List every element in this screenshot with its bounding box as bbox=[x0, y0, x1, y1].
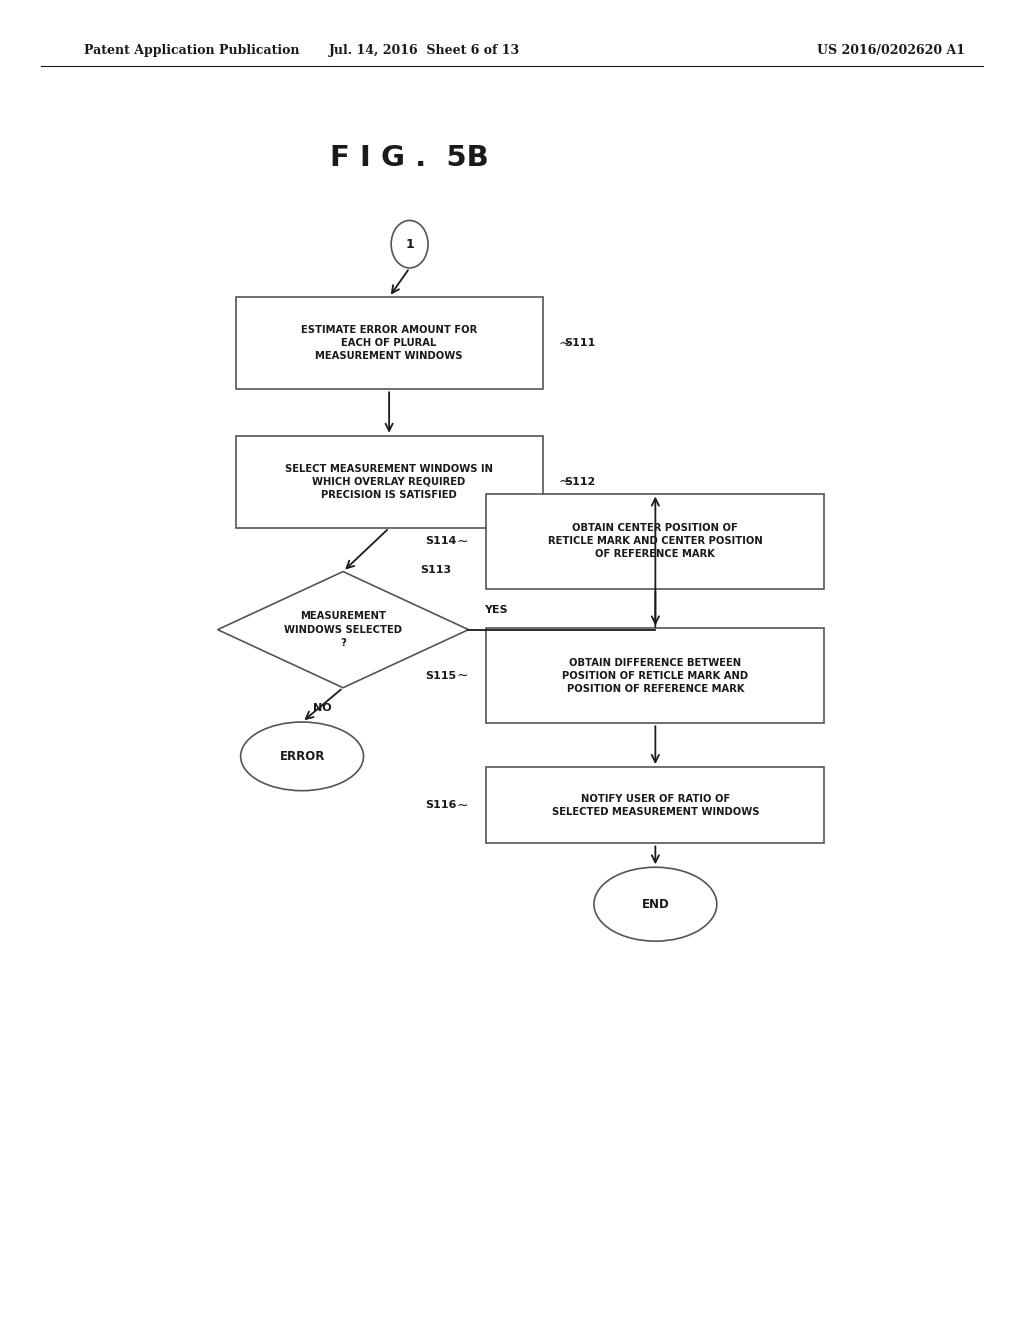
Text: S114: S114 bbox=[425, 536, 457, 546]
FancyBboxPatch shape bbox=[486, 767, 824, 843]
Text: 1: 1 bbox=[406, 238, 414, 251]
Text: ESTIMATE ERROR AMOUNT FOR
EACH OF PLURAL
MEASUREMENT WINDOWS: ESTIMATE ERROR AMOUNT FOR EACH OF PLURAL… bbox=[301, 325, 477, 362]
Text: END: END bbox=[641, 898, 670, 911]
Text: SELECT MEASUREMENT WINDOWS IN
WHICH OVERLAY REQUIRED
PRECISION IS SATISFIED: SELECT MEASUREMENT WINDOWS IN WHICH OVER… bbox=[285, 463, 494, 500]
Text: ~: ~ bbox=[558, 475, 569, 488]
Text: OBTAIN DIFFERENCE BETWEEN
POSITION OF RETICLE MARK AND
POSITION OF REFERENCE MAR: OBTAIN DIFFERENCE BETWEEN POSITION OF RE… bbox=[562, 657, 749, 694]
Text: NO: NO bbox=[313, 702, 332, 713]
Text: OBTAIN CENTER POSITION OF
RETICLE MARK AND CENTER POSITION
OF REFERENCE MARK: OBTAIN CENTER POSITION OF RETICLE MARK A… bbox=[548, 523, 763, 560]
Ellipse shape bbox=[241, 722, 364, 791]
Text: S112: S112 bbox=[564, 477, 596, 487]
FancyBboxPatch shape bbox=[486, 628, 824, 723]
Text: ~: ~ bbox=[457, 535, 468, 548]
Text: ERROR: ERROR bbox=[280, 750, 325, 763]
Text: NOTIFY USER OF RATIO OF
SELECTED MEASUREMENT WINDOWS: NOTIFY USER OF RATIO OF SELECTED MEASURE… bbox=[552, 793, 759, 817]
Text: US 2016/0202620 A1: US 2016/0202620 A1 bbox=[817, 44, 965, 57]
Text: MEASUREMENT
WINDOWS SELECTED
?: MEASUREMENT WINDOWS SELECTED ? bbox=[284, 611, 402, 648]
Text: ~: ~ bbox=[558, 337, 569, 350]
Text: S111: S111 bbox=[564, 338, 596, 348]
FancyBboxPatch shape bbox=[486, 494, 824, 589]
Ellipse shape bbox=[594, 867, 717, 941]
Text: S116: S116 bbox=[425, 800, 457, 810]
FancyBboxPatch shape bbox=[236, 297, 543, 389]
Text: ~: ~ bbox=[457, 799, 468, 812]
Text: Jul. 14, 2016  Sheet 6 of 13: Jul. 14, 2016 Sheet 6 of 13 bbox=[330, 44, 520, 57]
Text: S115: S115 bbox=[426, 671, 457, 681]
Circle shape bbox=[391, 220, 428, 268]
Text: S113: S113 bbox=[420, 565, 451, 576]
FancyBboxPatch shape bbox=[236, 436, 543, 528]
Text: F I G .  5B: F I G . 5B bbox=[330, 144, 489, 173]
Polygon shape bbox=[218, 572, 469, 688]
Text: ~: ~ bbox=[457, 669, 468, 682]
Text: Patent Application Publication: Patent Application Publication bbox=[84, 44, 299, 57]
Text: YES: YES bbox=[484, 605, 508, 615]
